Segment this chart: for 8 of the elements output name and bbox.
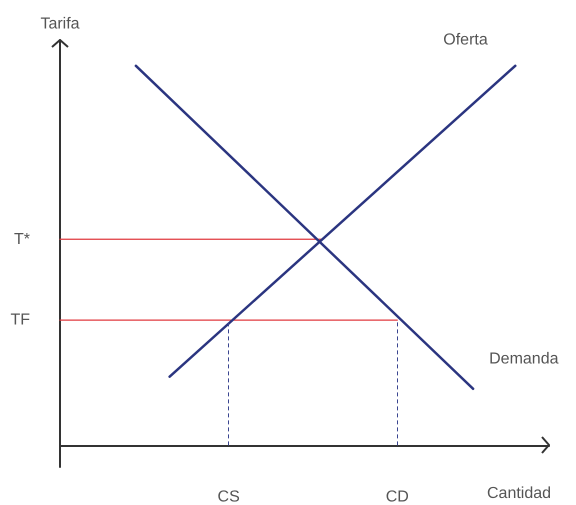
series-label: Demanda [489,350,559,368]
x-tick-label: CD [386,488,409,505]
series-label: TF [10,312,30,329]
x-axis-title: Cantidad [487,484,552,502]
series-label: T* [14,230,30,248]
y-axis-title: Tarifa [40,16,80,32]
series-label: Oferta [443,31,488,48]
x-tick-label: CS [218,488,240,505]
